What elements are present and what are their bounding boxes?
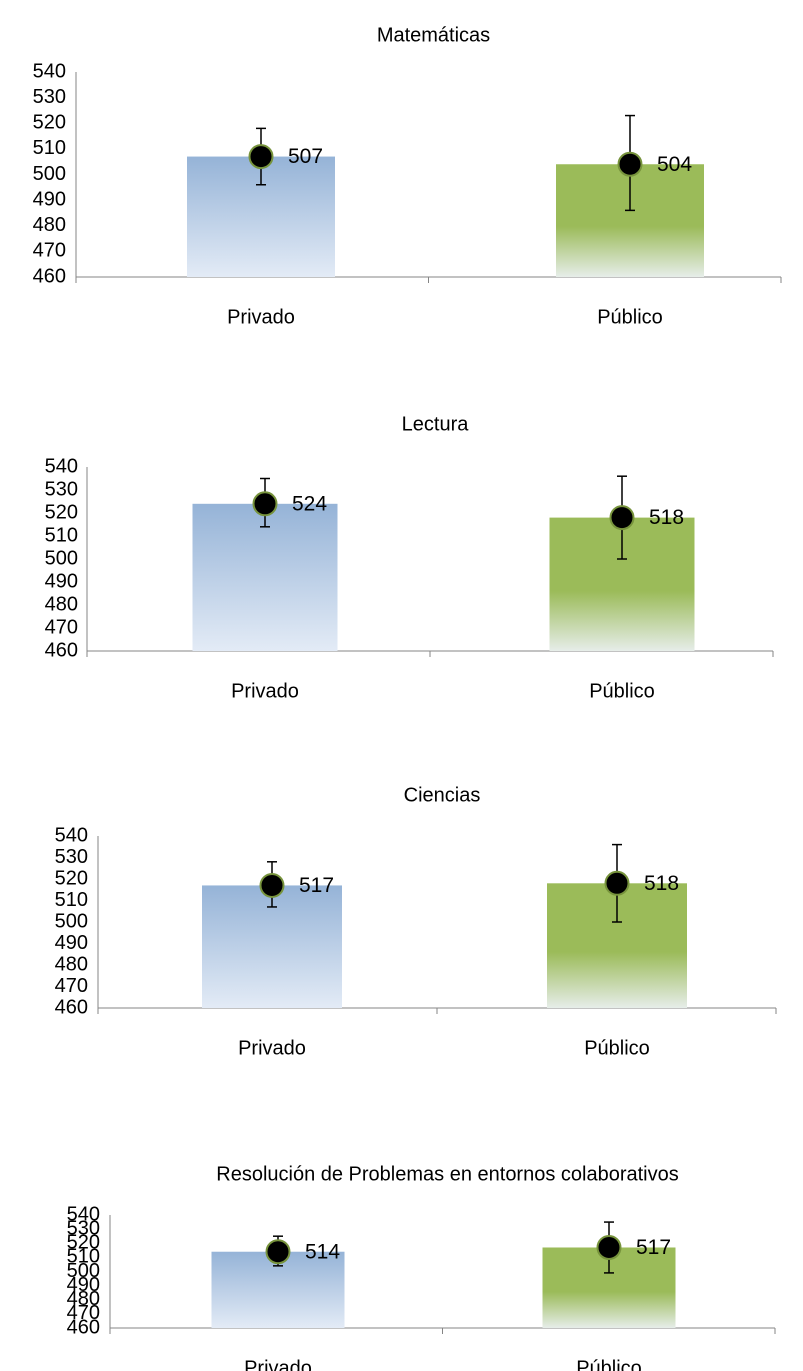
- chart-title: Resolución de Problemas en entornos cola…: [216, 1163, 679, 1185]
- chart-panel: Resolución de Problemas en entornos cola…: [67, 1163, 776, 1371]
- y-tick-label: 500: [33, 163, 66, 185]
- y-tick-label: 540: [45, 455, 78, 477]
- category-label: Privado: [238, 1037, 306, 1059]
- y-tick-label: 520: [33, 112, 66, 134]
- y-tick-label: 520: [67, 1232, 100, 1254]
- point-marker: [248, 144, 274, 170]
- y-tick-label: 480: [45, 593, 78, 615]
- category-label: Público: [584, 1037, 650, 1059]
- chart-title: Ciencias: [404, 784, 481, 806]
- y-tick-label: 530: [67, 1217, 100, 1239]
- y-tick-label: 500: [45, 547, 78, 569]
- point-marker: [252, 491, 278, 517]
- y-tick-label: 540: [55, 824, 88, 846]
- y-tick-label: 510: [55, 889, 88, 911]
- data-label: 507: [288, 145, 323, 168]
- y-tick-label: 470: [67, 1302, 100, 1324]
- category-label: Privado: [227, 306, 295, 328]
- y-tick-label: 480: [55, 953, 88, 975]
- data-label: 524: [292, 492, 327, 515]
- category-label: Público: [576, 1357, 642, 1371]
- y-tick-label: 480: [67, 1288, 100, 1310]
- data-label: 504: [657, 153, 692, 176]
- y-tick-label: 530: [45, 478, 78, 500]
- y-tick-label: 500: [67, 1260, 100, 1282]
- y-tick-label: 470: [33, 240, 66, 262]
- y-tick-label: 490: [45, 570, 78, 592]
- bar: [192, 503, 338, 651]
- point-marker: [259, 872, 285, 898]
- y-tick-label: 510: [33, 137, 66, 159]
- y-tick-label: 530: [33, 86, 66, 108]
- point-marker: [609, 505, 635, 531]
- y-tick-label: 520: [45, 501, 78, 523]
- y-tick-label: 490: [33, 188, 66, 210]
- chart-title: Lectura: [402, 413, 470, 435]
- y-tick-label: 540: [33, 60, 66, 82]
- y-tick-label: 470: [45, 616, 78, 638]
- data-label: 518: [649, 506, 684, 529]
- category-label: Público: [589, 680, 655, 702]
- category-label: Privado: [231, 680, 299, 702]
- y-tick-label: 460: [55, 996, 88, 1018]
- point-marker: [596, 1234, 622, 1260]
- data-label: 517: [299, 874, 334, 897]
- y-tick-label: 520: [55, 867, 88, 889]
- y-tick-label: 490: [55, 932, 88, 954]
- y-tick-label: 460: [33, 265, 66, 287]
- y-tick-label: 480: [33, 214, 66, 236]
- data-label: 518: [644, 872, 679, 895]
- y-tick-label: 490: [67, 1274, 100, 1296]
- chart-panel: Matemáticas 460 470 480 490 500 510 520 530 540 50…: [33, 24, 782, 328]
- y-tick-label: 460: [45, 639, 78, 661]
- point-marker: [265, 1239, 291, 1265]
- y-tick-label: 530: [55, 846, 88, 868]
- y-tick-label: 470: [55, 975, 88, 997]
- point-marker: [604, 870, 630, 896]
- data-label: 514: [305, 1240, 340, 1263]
- y-tick-label: 460: [67, 1316, 100, 1338]
- category-label: Privado: [244, 1357, 312, 1371]
- chart-title: Matemáticas: [377, 24, 490, 46]
- point-marker: [617, 151, 643, 177]
- y-tick-label: 510: [67, 1246, 100, 1268]
- y-tick-label: 500: [55, 910, 88, 932]
- y-tick-label: 540: [67, 1203, 100, 1225]
- y-tick-label: 510: [45, 524, 78, 546]
- data-label: 517: [636, 1236, 671, 1259]
- category-label: Público: [597, 306, 663, 328]
